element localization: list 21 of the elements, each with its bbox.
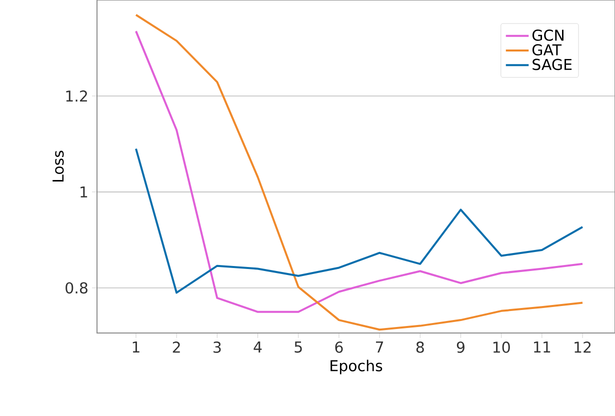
x-tick-label: 6 bbox=[335, 342, 343, 353]
y-axis-title: Loss bbox=[52, 150, 64, 182]
x-tick-label: 12 bbox=[574, 342, 591, 353]
x-tick-label: 2 bbox=[172, 342, 180, 353]
x-tick-label: 4 bbox=[254, 342, 262, 352]
x-tick-label: 11 bbox=[534, 342, 550, 352]
legend-label: SAGE bbox=[532, 58, 572, 70]
x-tick-label: 3 bbox=[214, 342, 221, 353]
x-tick-label: 9 bbox=[456, 342, 464, 353]
line-series bbox=[134, 148, 584, 294]
y-tick-label: 1.2 bbox=[66, 90, 87, 102]
x-tick-label: 5 bbox=[294, 342, 302, 353]
x-tick-label: 8 bbox=[416, 342, 424, 353]
legend-label: GCN bbox=[532, 30, 564, 41]
x-tick-label: 10 bbox=[493, 342, 510, 353]
legend-label: GAT bbox=[532, 44, 562, 56]
x-tick-label: 1 bbox=[132, 342, 140, 352]
x-tick-label: 7 bbox=[376, 342, 384, 352]
y-tick-label: 1 bbox=[80, 186, 88, 198]
x-axis-title: Epochs bbox=[330, 360, 382, 374]
y-tick-label: 0.8 bbox=[66, 282, 88, 294]
